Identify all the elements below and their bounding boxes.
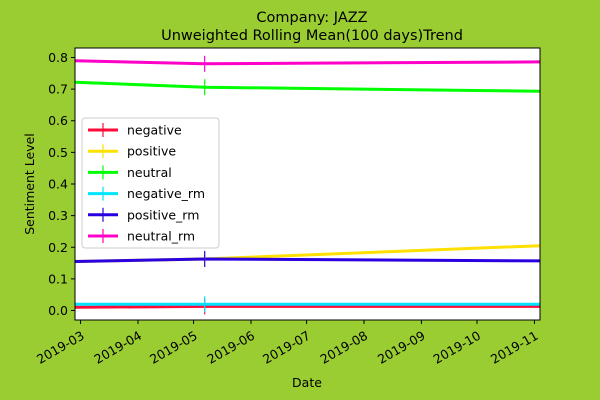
legend-label-neutral_rm: neutral_rm [127,229,195,244]
y-tick-label: 0.8 [48,50,68,65]
x-tick-label: 2019-08 [317,328,370,367]
x-tick-label: 2019-05 [147,328,200,367]
legend-entries: negative positive neutral negative_rmpositi… [88,123,205,244]
x-tick-label: 2019-03 [34,328,87,367]
legend: negative positive neutral negative_rmpositi… [81,117,220,249]
legend-label-negative_rm: negative_rm [127,186,205,201]
legend-label-positive: positive [127,144,176,159]
series-line-negative [74,304,540,309]
legend-label-positive_rm: positive_rm [127,207,199,222]
y-tick-label: 0.5 [48,145,68,160]
x-tick-label: 2019-10 [430,328,483,367]
x-tick-label: 2019-11 [488,328,541,367]
x-tick-label: 2019-07 [260,328,313,367]
chart-title: Company: JAZZ [256,10,367,26]
y-tick-label: 0.7 [48,82,68,97]
y-axis-ticks: 0.0 0.1 0.2 0.3 0.4 0.5 0.6 0.7 0.8 [48,50,75,318]
chart-subtitle: Unweighted Rolling Mean(100 days)Trend [161,28,463,44]
legend-label-negative: negative [127,123,182,138]
y-tick-label: 0.3 [48,208,68,223]
y-tick-label: 0.2 [48,240,68,255]
y-tick-label: 0.6 [48,113,68,128]
x-tick-label: 2019-04 [91,328,144,367]
y-tick-label: 0.4 [48,177,68,192]
y-tick-label: 0.0 [48,303,68,318]
x-axis-ticks: 2019-03 2019-04 2019-05 2019-06 2019-07 2019-… [34,320,541,367]
x-tick-label: 2019-06 [204,328,257,367]
x-tick-label: 2019-09 [375,328,428,367]
legend-label-neutral: neutral [127,165,172,180]
y-axis-label: Sentiment Level [22,133,37,235]
y-tick-label: 0.1 [48,271,68,286]
x-axis-label: Date [292,375,322,390]
